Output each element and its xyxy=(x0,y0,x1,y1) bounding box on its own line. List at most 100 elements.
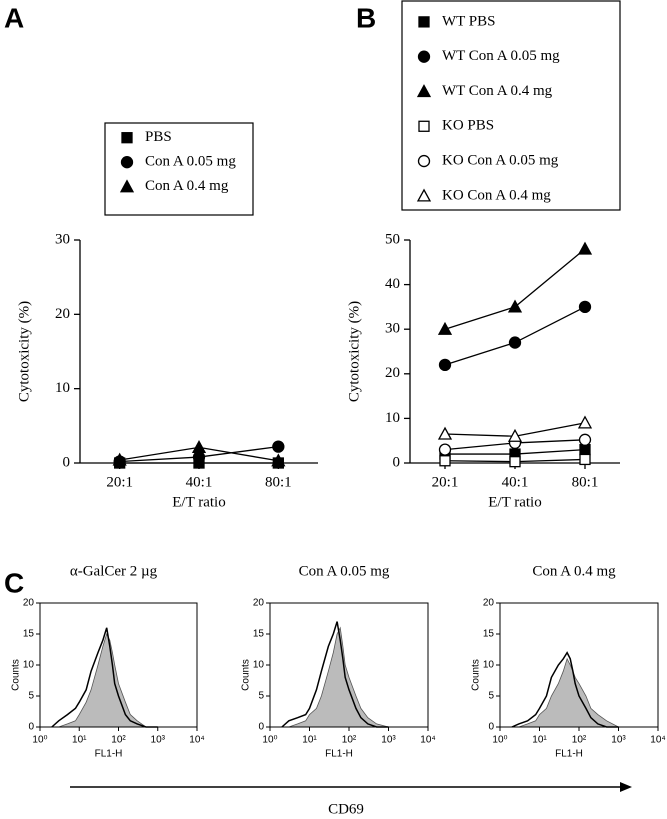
y-tick-label: 10 xyxy=(253,660,265,671)
legend-box xyxy=(104,122,254,216)
x-tick-label: 10³ xyxy=(611,735,626,746)
x-axis-label: FL1-H xyxy=(325,749,353,760)
x-axis-label: FL1-H xyxy=(555,749,583,760)
x-tick-label: 10⁰ xyxy=(32,735,47,746)
y-tick-label: 0 xyxy=(28,722,34,733)
x-tick-label: 10⁴ xyxy=(189,735,204,746)
y-axis-label: Counts xyxy=(11,659,22,691)
x-tick-label: 80:1 xyxy=(265,474,292,490)
x-tick-label: 10² xyxy=(342,735,357,746)
legend-marker xyxy=(416,188,432,202)
marker xyxy=(577,241,593,255)
marker xyxy=(507,428,523,442)
y-tick-label: 5 xyxy=(258,691,264,702)
chart-title: Con A 0.4 mg xyxy=(532,563,616,579)
y-tick-label: 10 xyxy=(23,660,35,671)
legend-label: KO Con A 0.4 mg xyxy=(442,187,551,203)
marker xyxy=(437,426,453,440)
y-tick-label: 40 xyxy=(385,276,400,292)
panel-label: B xyxy=(356,2,376,33)
histogram-area xyxy=(511,657,619,728)
panel-label: A xyxy=(4,2,24,33)
legend-marker xyxy=(121,132,133,144)
y-tick-label: 0 xyxy=(393,454,401,470)
legend-marker xyxy=(417,50,431,63)
marker xyxy=(271,453,286,467)
marker xyxy=(272,440,285,453)
x-tick-label: 10³ xyxy=(151,735,166,746)
marker xyxy=(578,433,592,446)
y-tick-label: 30 xyxy=(385,321,400,337)
x-tick-label: 10¹ xyxy=(72,735,87,746)
legend-label: WT Con A 0.05 mg xyxy=(442,48,560,64)
chart-title: α-GalCer 2 µg xyxy=(70,563,158,579)
y-tick-label: 30 xyxy=(55,231,70,247)
y-axis-label: Counts xyxy=(471,659,482,691)
legend-marker xyxy=(417,154,431,168)
y-tick-label: 20 xyxy=(483,598,495,609)
marker xyxy=(192,450,206,464)
marker xyxy=(112,452,127,466)
histogram-area xyxy=(51,632,158,728)
y-tick-label: 20 xyxy=(23,598,35,609)
marker xyxy=(439,455,451,467)
marker xyxy=(437,321,453,335)
marker xyxy=(438,443,452,456)
legend-label: KO PBS xyxy=(442,118,494,134)
x-tick-label: 10⁴ xyxy=(420,735,435,746)
y-tick-label: 15 xyxy=(253,629,265,640)
y-tick-label: 10 xyxy=(55,380,70,396)
x-tick-label: 10¹ xyxy=(302,735,317,746)
histogram-line xyxy=(51,627,158,728)
y-tick-label: 0 xyxy=(488,722,494,733)
y-tick-label: 10 xyxy=(483,660,495,671)
y-tick-label: 5 xyxy=(28,691,34,702)
legend-marker xyxy=(416,84,432,98)
y-tick-label: 20 xyxy=(55,306,70,322)
x-tick-label: 10² xyxy=(572,735,587,746)
arrow-head xyxy=(620,782,632,792)
marker xyxy=(507,299,523,313)
y-tick-label: 15 xyxy=(483,629,495,640)
y-tick-label: 0 xyxy=(258,722,264,733)
x-axis-label: E/T ratio xyxy=(172,494,225,510)
x-tick-label: 20:1 xyxy=(432,474,459,490)
legend-label: Con A 0.05 mg xyxy=(145,154,236,170)
marker xyxy=(579,443,591,456)
legend-marker xyxy=(120,156,134,169)
x-tick-label: 40:1 xyxy=(186,474,213,490)
y-tick-label: 20 xyxy=(385,365,400,381)
histogram-line xyxy=(281,621,389,728)
x-tick-label: 80:1 xyxy=(572,474,599,490)
chart-title: Con A 0.05 mg xyxy=(299,563,390,579)
y-tick-label: 10 xyxy=(385,410,400,426)
legend-label: WT Con A 0.4 mg xyxy=(442,83,553,99)
y-axis-label: Cytotoxicity (%) xyxy=(346,301,362,402)
marker xyxy=(508,336,522,349)
legend-box xyxy=(401,0,621,211)
y-tick-label: 50 xyxy=(385,231,400,247)
arrow-label: CD69 xyxy=(328,801,364,817)
legend-label: Con A 0.4 mg xyxy=(145,178,229,194)
series-line xyxy=(444,306,586,366)
x-tick-label: 10⁰ xyxy=(492,735,507,746)
legend-label: KO Con A 0.05 mg xyxy=(442,153,559,169)
marker xyxy=(577,415,593,429)
x-tick-label: 10³ xyxy=(381,735,396,746)
y-axis-label: Cytotoxicity (%) xyxy=(16,301,32,402)
x-axis-label: E/T ratio xyxy=(488,494,541,510)
legend-marker xyxy=(119,179,135,193)
histogram-area xyxy=(281,626,389,728)
x-tick-label: 10⁰ xyxy=(262,735,277,746)
marker xyxy=(579,453,591,466)
marker xyxy=(509,456,521,468)
y-tick-label: 15 xyxy=(23,629,35,640)
x-axis-label: FL1-H xyxy=(95,749,123,760)
y-tick-label: 0 xyxy=(63,454,71,470)
y-tick-label: 20 xyxy=(253,598,265,609)
marker xyxy=(438,358,452,372)
y-axis-label: Counts xyxy=(241,659,252,691)
x-tick-label: 20:1 xyxy=(106,474,133,490)
y-tick-label: 5 xyxy=(488,691,494,702)
